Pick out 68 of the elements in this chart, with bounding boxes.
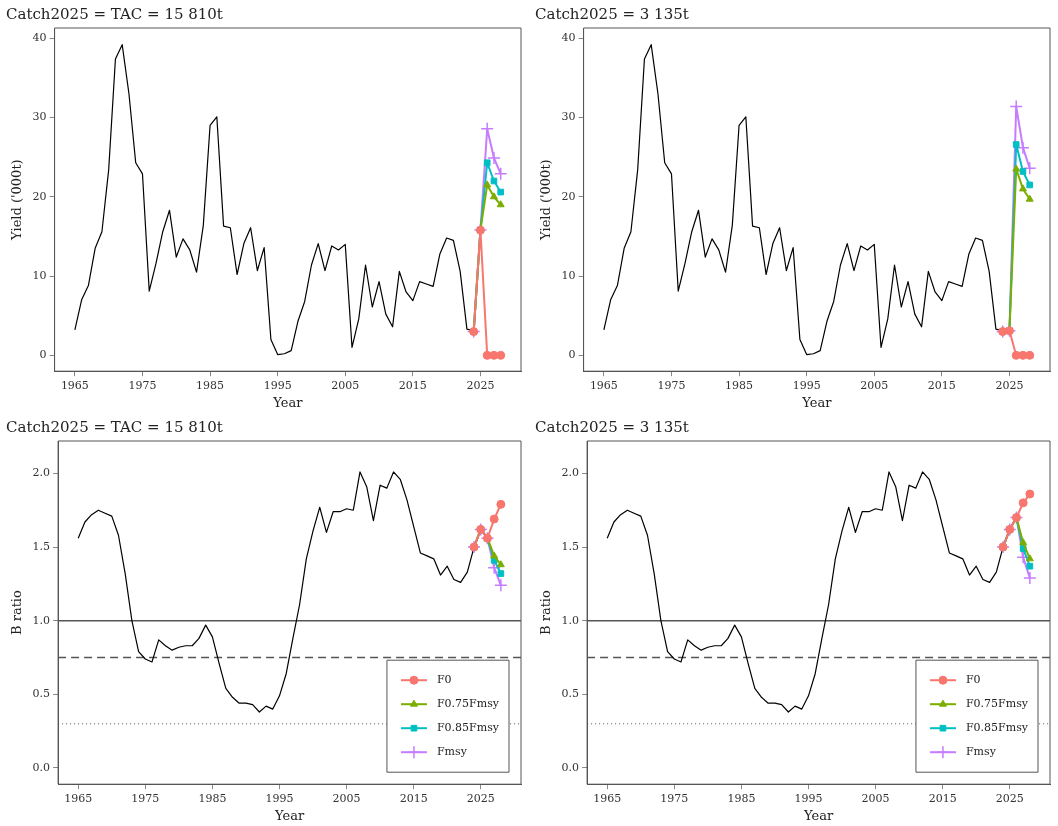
y-axis-title: B ratio [538, 590, 554, 636]
y-tick-label: 1.5 [32, 539, 51, 553]
y-tick-label: 2.0 [561, 466, 580, 480]
x-tick-label: 2015 [399, 791, 428, 805]
y-tick-label: 0.5 [561, 687, 580, 701]
x-axis-title: Year [801, 394, 833, 410]
x-tick-label: 2025 [466, 791, 495, 805]
y-tick-label: 0 [568, 348, 576, 362]
legend-label: F0.85Fmsy [436, 721, 500, 735]
x-tick-label: 2015 [398, 378, 427, 392]
chart-title: Catch2025 = 3 135t [535, 417, 689, 436]
legend-label: F0.75Fmsy [965, 697, 1029, 711]
legend-label: Fmsy [965, 745, 997, 759]
y-tick-label: 10 [561, 268, 576, 282]
x-tick-label: 1995 [263, 378, 292, 392]
x-tick-label: 1975 [657, 378, 686, 392]
y-tick-label: 1.0 [32, 613, 51, 627]
x-tick-label: 2025 [995, 791, 1024, 805]
chart-title: Catch2025 = 3 135t [535, 4, 689, 23]
x-tick-label: 2005 [861, 791, 890, 805]
y-tick-label: 0 [39, 348, 47, 362]
y-tick-label: 20 [561, 189, 576, 203]
legend-label: F0.75Fmsy [436, 697, 500, 711]
y-tick-label: 0.0 [561, 760, 580, 774]
x-tick-label: 1985 [198, 791, 227, 805]
x-tick-label: 2025 [466, 378, 495, 392]
y-tick-label: 0.5 [32, 687, 51, 701]
y-axis-title: B ratio [9, 590, 25, 636]
x-tick-label: 2015 [928, 791, 957, 805]
y-axis-title: Yield ('000t) [538, 159, 554, 241]
x-tick-label: 2005 [331, 378, 360, 392]
chart-title: Catch2025 = TAC = 15 810t [6, 4, 223, 23]
y-tick-label: 40 [32, 31, 47, 45]
legend-label: F0.85Fmsy [965, 721, 1029, 735]
x-tick-label: 2025 [995, 378, 1024, 392]
x-axis-title: Year [273, 807, 305, 823]
y-tick-label: 30 [32, 110, 47, 124]
y-tick-label: 10 [32, 268, 47, 282]
y-tick-label: 0.0 [32, 760, 51, 774]
x-tick-label: 1965 [593, 791, 622, 805]
legend-label: Fmsy [436, 745, 468, 759]
y-tick-label: 20 [32, 189, 47, 203]
y-tick-label: 1.0 [561, 613, 580, 627]
x-tick-label: 1965 [64, 791, 93, 805]
x-tick-label: 1965 [60, 378, 89, 392]
x-tick-label: 1965 [589, 378, 618, 392]
x-tick-label: 1975 [128, 378, 157, 392]
x-tick-label: 1995 [792, 378, 821, 392]
x-tick-label: 1995 [265, 791, 294, 805]
x-tick-label: 1975 [660, 791, 689, 805]
x-tick-label: 1985 [196, 378, 225, 392]
legend-label: F0 [436, 673, 452, 687]
y-tick-label: 1.5 [561, 539, 580, 553]
x-tick-label: 2005 [332, 791, 361, 805]
x-axis-title: Year [802, 807, 834, 823]
x-tick-label: 1975 [131, 791, 160, 805]
y-axis-title: Yield ('000t) [9, 159, 25, 241]
x-tick-label: 1995 [794, 791, 823, 805]
legend-label: F0 [965, 673, 981, 687]
x-tick-label: 2015 [927, 378, 956, 392]
x-tick-label: 2005 [860, 378, 889, 392]
chart-title: Catch2025 = TAC = 15 810t [6, 417, 223, 436]
y-tick-label: 2.0 [32, 466, 51, 480]
x-axis-title: Year [272, 394, 304, 410]
y-tick-label: 30 [561, 110, 576, 124]
x-tick-label: 1985 [727, 791, 756, 805]
y-tick-label: 40 [561, 31, 576, 45]
x-tick-label: 1985 [725, 378, 754, 392]
